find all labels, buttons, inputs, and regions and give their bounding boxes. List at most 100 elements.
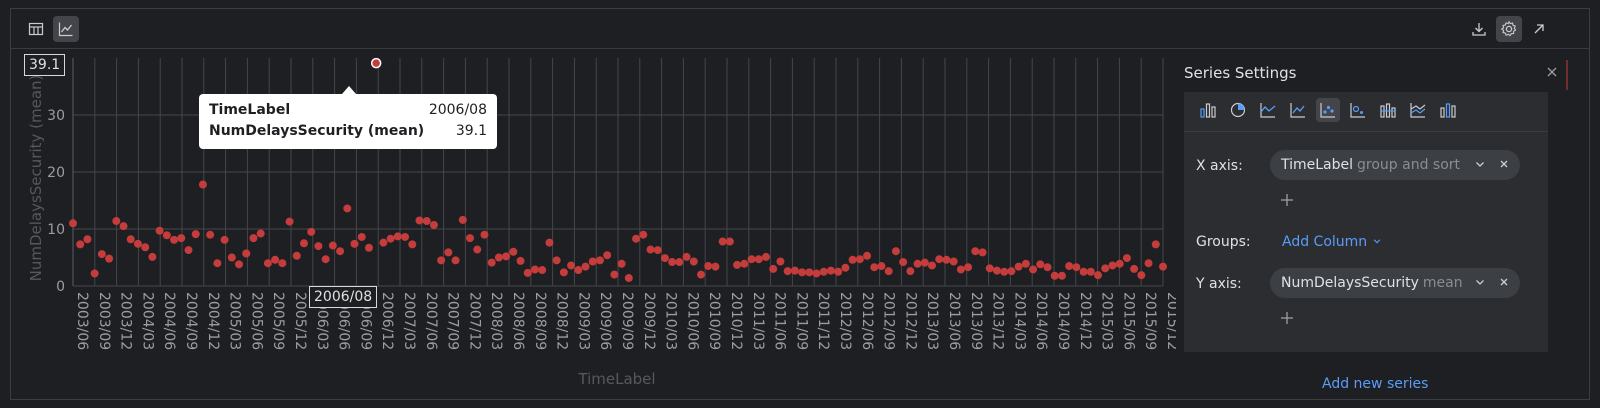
data-point[interactable]: [1014, 262, 1023, 271]
data-point[interactable]: [971, 247, 980, 256]
data-point[interactable]: [610, 270, 619, 279]
data-point[interactable]: [516, 256, 525, 265]
data-point[interactable]: [1021, 259, 1030, 268]
data-point[interactable]: [653, 246, 662, 255]
data-point[interactable]: [1057, 271, 1066, 280]
chart-type-area[interactable]: [1256, 98, 1280, 122]
data-point[interactable]: [307, 227, 316, 236]
data-point[interactable]: [1108, 261, 1117, 270]
data-point[interactable]: [112, 217, 121, 226]
table-view-button[interactable]: [23, 16, 49, 42]
data-point[interactable]: [235, 260, 244, 269]
data-point[interactable]: [191, 230, 200, 239]
data-point[interactable]: [819, 267, 828, 276]
download-button[interactable]: [1466, 16, 1492, 42]
data-point[interactable]: [812, 269, 821, 278]
data-point[interactable]: [1050, 271, 1059, 280]
data-point[interactable]: [1159, 262, 1167, 271]
data-point[interactable]: [1130, 264, 1139, 273]
data-point[interactable]: [588, 257, 597, 266]
data-point[interactable]: [314, 242, 323, 251]
data-point[interactable]: [429, 221, 438, 230]
data-point[interactable]: [364, 243, 373, 252]
data-point[interactable]: [697, 270, 706, 279]
data-point[interactable]: [299, 239, 308, 248]
data-point[interactable]: [83, 235, 92, 244]
data-point[interactable]: [466, 234, 475, 243]
data-point[interactable]: [256, 229, 265, 238]
add-x-column-icon[interactable]: [1280, 193, 1294, 207]
data-point[interactable]: [733, 260, 742, 269]
data-point[interactable]: [646, 245, 655, 254]
data-point[interactable]: [271, 255, 280, 264]
data-point[interactable]: [206, 230, 215, 239]
data-point[interactable]: [559, 268, 568, 277]
data-point[interactable]: [639, 230, 648, 239]
data-point[interactable]: [552, 256, 561, 265]
data-point[interactable]: [502, 252, 511, 261]
data-point[interactable]: [336, 247, 345, 256]
data-point[interactable]: [184, 246, 193, 255]
data-point[interactable]: [1000, 267, 1009, 276]
chart-type-stacked-area[interactable]: [1406, 98, 1430, 122]
data-point[interactable]: [1029, 265, 1038, 274]
data-point[interactable]: [834, 267, 843, 276]
data-point[interactable]: [393, 232, 402, 241]
data-point[interactable]: [711, 262, 720, 271]
data-point[interactable]: [148, 252, 157, 261]
data-point[interactable]: [956, 265, 965, 274]
data-point[interactable]: [964, 263, 973, 272]
data-point[interactable]: [285, 217, 294, 226]
chart-type-line[interactable]: [1286, 98, 1310, 122]
data-point[interactable]: [177, 234, 186, 243]
data-point[interactable]: [119, 222, 128, 231]
data-point[interactable]: [920, 258, 929, 267]
data-point[interactable]: [162, 231, 171, 240]
data-point[interactable]: [581, 262, 590, 271]
data-point[interactable]: [805, 268, 814, 277]
data-point[interactable]: [740, 259, 749, 268]
data-point[interactable]: [379, 238, 388, 247]
data-point[interactable]: [603, 251, 612, 260]
data-point[interactable]: [978, 248, 987, 257]
data-point[interactable]: [227, 253, 236, 262]
data-point[interactable]: [660, 254, 669, 263]
settings-button[interactable]: [1496, 16, 1522, 42]
data-point[interactable]: [595, 256, 604, 265]
data-point[interactable]: [718, 237, 727, 246]
data-point[interactable]: [343, 204, 352, 213]
data-point[interactable]: [682, 252, 691, 261]
data-point[interactable]: [1144, 259, 1153, 268]
data-point[interactable]: [530, 265, 539, 274]
data-point[interactable]: [444, 248, 453, 257]
data-point[interactable]: [985, 264, 994, 273]
data-point[interactable]: [826, 266, 835, 275]
chart-view-button[interactable]: [53, 16, 79, 42]
data-point[interactable]: [170, 235, 179, 244]
data-point[interactable]: [704, 262, 713, 271]
data-point[interactable]: [357, 232, 366, 241]
data-point[interactable]: [242, 249, 251, 258]
data-point[interactable]: [906, 267, 915, 276]
data-point[interactable]: [97, 250, 106, 259]
data-point[interactable]: [1094, 271, 1103, 280]
data-point[interactable]: [213, 259, 222, 268]
y-axis-column-chip[interactable]: NumDelaysSecurity mean: [1270, 268, 1520, 298]
data-point[interactable]: [263, 259, 272, 268]
chart-plot-area[interactable]: 0 10 20 30 2003/06 2003/09 2003/12 2004/03 2004…: [11, 50, 1176, 400]
data-point[interactable]: [668, 258, 677, 267]
data-point[interactable]: [76, 240, 85, 249]
chart-type-stacked-bar[interactable]: [1376, 98, 1400, 122]
data-point[interactable]: [624, 274, 633, 283]
data-point[interactable]: [855, 255, 864, 264]
remove-icon[interactable]: [1498, 158, 1510, 170]
data-point[interactable]: [451, 256, 460, 265]
data-point[interactable]: [220, 235, 229, 244]
add-y-column-icon[interactable]: [1280, 311, 1294, 325]
data-point[interactable]: [1072, 263, 1081, 272]
data-point[interactable]: [877, 262, 886, 271]
add-group-column-link[interactable]: Add Column: [1282, 234, 1382, 250]
data-point[interactable]: [1065, 262, 1074, 271]
data-point[interactable]: [126, 235, 135, 244]
data-point[interactable]: [370, 57, 382, 69]
